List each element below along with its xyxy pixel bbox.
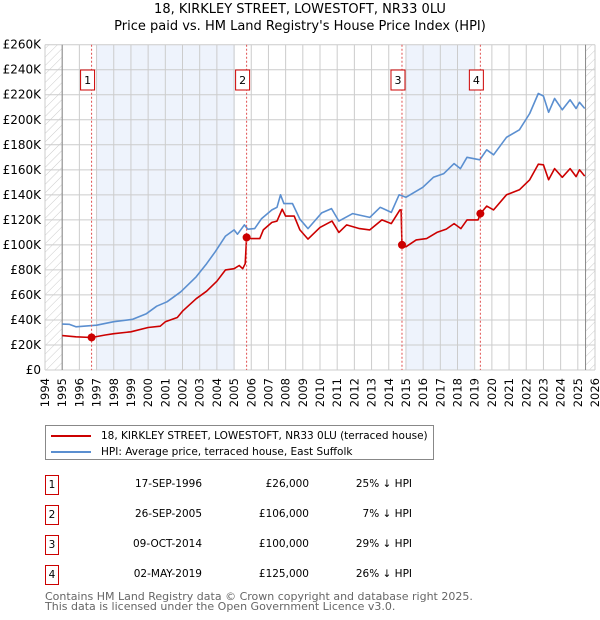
y-tick-label: £240K (3, 63, 43, 77)
sale-hpi-diff: 7% ↓ HPI (362, 508, 412, 520)
legend-label-hpi: HPI: Average price, terraced house, East… (101, 446, 353, 458)
sale-point (242, 233, 251, 242)
y-tick-label: £200K (3, 113, 43, 127)
x-tick-label: 2012 (347, 378, 361, 407)
sale-marker-box (235, 69, 251, 91)
y-tick-label: £40K (10, 313, 42, 327)
y-tick-label: £0 (26, 363, 41, 377)
legend-swatch-price (51, 435, 91, 437)
sale-number: 1 (45, 475, 59, 495)
x-tick-label: 2000 (141, 378, 155, 407)
x-tick-label: 2018 (451, 378, 465, 407)
legend-item-price: 18, KIRKLEY STREET, LOWESTOFT, NR33 0LU … (51, 429, 428, 443)
x-tick-label: 1999 (124, 378, 138, 407)
y-tick-label: £20K (10, 338, 42, 352)
x-tick-label: 2011 (330, 378, 344, 407)
y-tick-label: £80K (10, 263, 42, 277)
x-tick-label: 1996 (72, 378, 86, 407)
sale-hpi-diff: 26% ↓ HPI (355, 568, 412, 580)
x-tick-label: 1998 (107, 378, 121, 407)
table-row: 4 02-MAY-2019 £125,000 26% ↓ HPI (45, 565, 445, 585)
footer-copyright: Contains HM Land Registry data © Crown c… (45, 590, 473, 603)
x-tick-label: 2017 (433, 378, 447, 407)
sale-number: 2 (45, 505, 59, 525)
x-tick-label: 2009 (296, 378, 310, 407)
hpi-series-line (62, 92, 586, 328)
x-tick-label: 2016 (416, 378, 430, 407)
sale-marker-number: 1 (84, 74, 91, 87)
sale-marker-box (390, 69, 406, 91)
y-tick-label: £160K (3, 163, 43, 177)
sale-marker-number: 4 (473, 74, 480, 87)
x-tick-label: 2004 (210, 378, 224, 407)
sale-marker-box (80, 69, 96, 91)
sale-price: £106,000 (258, 508, 309, 520)
legend-item-hpi: HPI: Average price, terraced house, East… (51, 445, 352, 459)
x-tick-label: 1994 (38, 378, 52, 407)
table-row: 1 17-SEP-1996 £26,000 25% ↓ HPI (45, 475, 445, 495)
y-tick-label: £120K (3, 213, 43, 227)
hatched-no-data-region (585, 44, 595, 370)
x-tick-label: 1995 (55, 378, 69, 407)
sale-point (476, 209, 485, 218)
x-tick-label: 2024 (554, 378, 568, 407)
footer-licence: This data is licensed under the Open Gov… (45, 600, 396, 613)
sale-date: 17-SEP-1996 (134, 478, 202, 490)
sale-date: 02-MAY-2019 (133, 568, 202, 580)
x-tick-label: 2026 (588, 378, 600, 407)
x-tick-label: 2005 (227, 378, 241, 407)
sale-price: £26,000 (265, 478, 309, 490)
x-tick-label: 2003 (193, 378, 207, 407)
sale-date: 09-OCT-2014 (133, 538, 202, 550)
price-paid-series-line (62, 163, 586, 339)
sale-marker-box (468, 69, 484, 91)
x-tick-label: 2021 (502, 378, 516, 407)
table-row: 3 09-OCT-2014 £100,000 29% ↓ HPI (45, 535, 445, 555)
sale-date: 26-SEP-2005 (134, 508, 202, 520)
x-tick-label: 2013 (365, 378, 379, 407)
y-tick-label: £260K (3, 38, 43, 52)
x-tick-label: 2010 (313, 378, 327, 407)
x-tick-label: 2007 (261, 378, 275, 407)
x-tick-label: 2015 (399, 378, 413, 407)
chart-title: 18, KIRKLEY STREET, LOWESTOFT, NR33 0LU (154, 2, 446, 17)
sale-marker-number: 3 (394, 74, 401, 87)
x-tick-label: 2019 (468, 378, 482, 407)
x-tick-label: 1997 (90, 378, 104, 407)
sale-number: 4 (45, 565, 59, 585)
sale-hpi-diff: 29% ↓ HPI (355, 538, 412, 550)
x-tick-label: 2001 (158, 378, 172, 407)
x-tick-label: 2022 (519, 378, 533, 407)
sale-price: £100,000 (258, 538, 309, 550)
y-tick-label: £180K (3, 138, 43, 152)
sale-point (397, 240, 406, 249)
sale-marker-number: 2 (239, 74, 246, 87)
chart-subtitle: Price paid vs. HM Land Registry's House … (114, 19, 486, 34)
legend: 18, KIRKLEY STREET, LOWESTOFT, NR33 0LU … (45, 425, 434, 460)
x-tick-label: 2025 (571, 378, 585, 407)
y-tick-label: £60K (10, 288, 42, 302)
sale-price: £125,000 (258, 568, 309, 580)
x-tick-label: 2014 (382, 378, 396, 407)
price-chart: 1994 1995 1996 1997 1998 1999 2000 2001 2002 2003… (3, 38, 600, 408)
x-tick-label: 2002 (176, 378, 190, 407)
x-tick-label: 2006 (244, 378, 258, 407)
sale-number: 3 (45, 535, 59, 555)
x-tick-label: 2020 (485, 378, 499, 407)
sale-point (87, 333, 96, 342)
hatched-no-data-region (45, 44, 63, 370)
x-tick-label: 2023 (536, 378, 550, 407)
table-row: 2 26-SEP-2005 £106,000 7% ↓ HPI (45, 505, 445, 525)
y-tick-label: £100K (3, 238, 43, 252)
legend-swatch-hpi (51, 451, 91, 453)
y-tick-label: £220K (3, 88, 43, 102)
sale-hpi-diff: 25% ↓ HPI (355, 478, 412, 490)
y-tick-label: £140K (3, 188, 43, 202)
x-tick-label: 2008 (279, 378, 293, 407)
legend-label-price: 18, KIRKLEY STREET, LOWESTOFT, NR33 0LU … (101, 430, 428, 442)
